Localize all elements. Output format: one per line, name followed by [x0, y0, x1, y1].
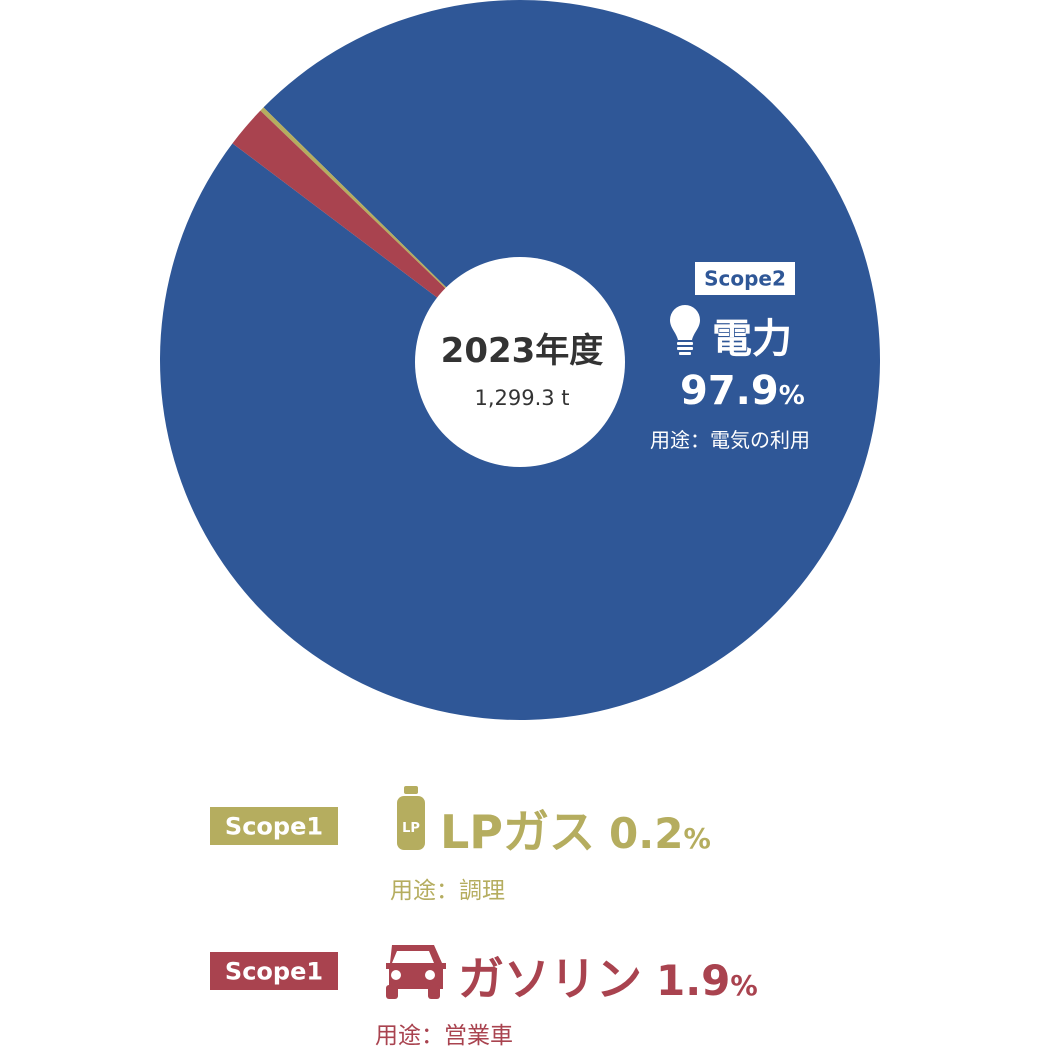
- usage-label: 用途：調理: [390, 878, 505, 904]
- percent-label: 1.9%: [656, 956, 758, 1005]
- percent-value: 0.2: [609, 809, 683, 858]
- percent-unit: %: [683, 824, 710, 855]
- scope-label: Scope1: [225, 958, 323, 986]
- lp-icon-text: LP: [402, 821, 420, 836]
- donut-hole: [415, 257, 625, 467]
- percent-label: 97.9%: [680, 368, 805, 414]
- percent-unit: %: [779, 381, 805, 411]
- percent-value: 97.9: [680, 368, 779, 414]
- usage-label: 用途：電気の利用: [650, 428, 810, 452]
- percent-unit: %: [730, 971, 757, 1002]
- scope-label: Scope1: [225, 813, 323, 841]
- scope-badge: [210, 807, 338, 845]
- percent-value: 1.9: [656, 956, 730, 1005]
- scope-badge: [210, 952, 338, 990]
- car-icon: [386, 945, 446, 999]
- bulb-icon: [670, 305, 700, 355]
- center-title: 2023年度: [441, 331, 604, 371]
- center-value: 1,299.3 t: [474, 386, 569, 410]
- category-label: LPガス: [440, 805, 595, 859]
- percent-label: 0.2%: [609, 809, 711, 858]
- category-label: 電力: [712, 316, 792, 362]
- lp-gas-icon: [397, 786, 425, 850]
- scope-badge: [695, 262, 795, 295]
- usage-label: 用途：営業車: [375, 1023, 513, 1049]
- category-label: ガソリン: [458, 952, 642, 1006]
- scope-label: Scope2: [704, 267, 786, 291]
